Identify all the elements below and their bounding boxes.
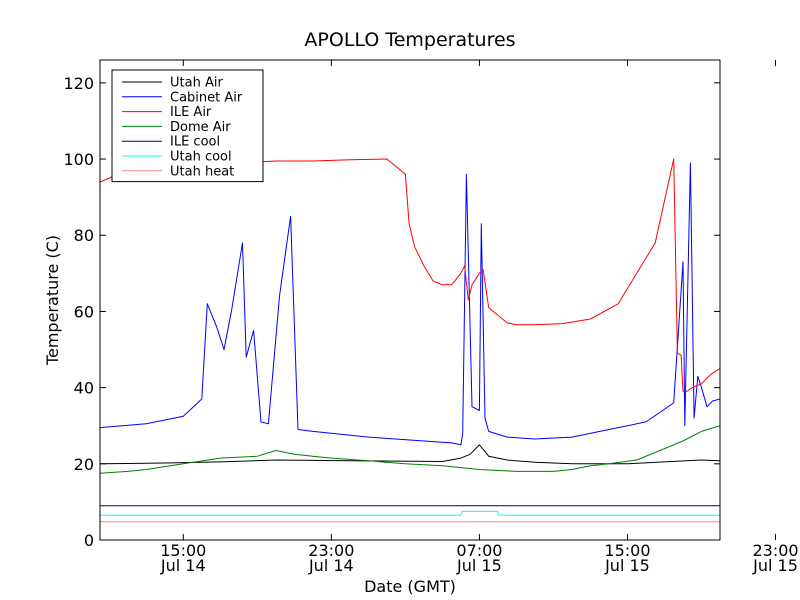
x-tick-label-time: 15:00 [160, 541, 206, 560]
y-tick-label: 40 [74, 379, 94, 398]
x-tick-label-time: 07:00 [456, 541, 502, 560]
y-tick-label: 100 [63, 150, 94, 169]
x-tick-label-date: Jul 15 [604, 556, 650, 575]
legend-entry-ile-air: ILE Air [170, 105, 212, 120]
plot-frame [99, 59, 721, 541]
series-line-ile-air [100, 158, 720, 392]
legend-box [111, 69, 264, 183]
x-tick-label-time: 15:00 [604, 541, 650, 560]
x-tick-label-time: 23:00 [308, 541, 354, 560]
series-line-cabinet-air [100, 162, 720, 446]
y-tick-label: 80 [74, 226, 94, 245]
legend-entry-ile-cool: ILE cool [170, 135, 220, 150]
series-line-utah-cool [100, 510, 720, 516]
series-lines [100, 158, 720, 523]
x-tick-label-date: Jul 14 [308, 556, 354, 575]
legend-entry-cabinet-air: Cabinet Air [170, 90, 243, 105]
x-tick-label-date: Jul 15 [752, 556, 798, 575]
y-tick-label: 0 [84, 531, 94, 550]
legend-entry-utah-heat: Utah heat [170, 164, 234, 179]
x-tick-label-time: 23:00 [752, 541, 798, 560]
series-line-dome-air [100, 425, 720, 474]
x-tick-label-date: Jul 14 [160, 556, 206, 575]
legend-entry-dome-air: Dome Air [170, 120, 231, 135]
y-tick-label: 60 [74, 302, 94, 321]
x-axis-title: Date (GMT) [364, 577, 456, 596]
y-tick-label: 20 [74, 455, 94, 474]
chart-title: APOLLO Temperatures [304, 29, 515, 51]
series-line-utah-air [100, 444, 720, 465]
legend-entry-utah-cool: Utah cool [170, 150, 232, 165]
y-axis-title: Temperature (C) [43, 235, 62, 366]
y-tick-label: 120 [63, 74, 94, 93]
x-tick-label-date: Jul 15 [456, 556, 502, 575]
legend-entry-utah-air: Utah Air [170, 76, 223, 91]
